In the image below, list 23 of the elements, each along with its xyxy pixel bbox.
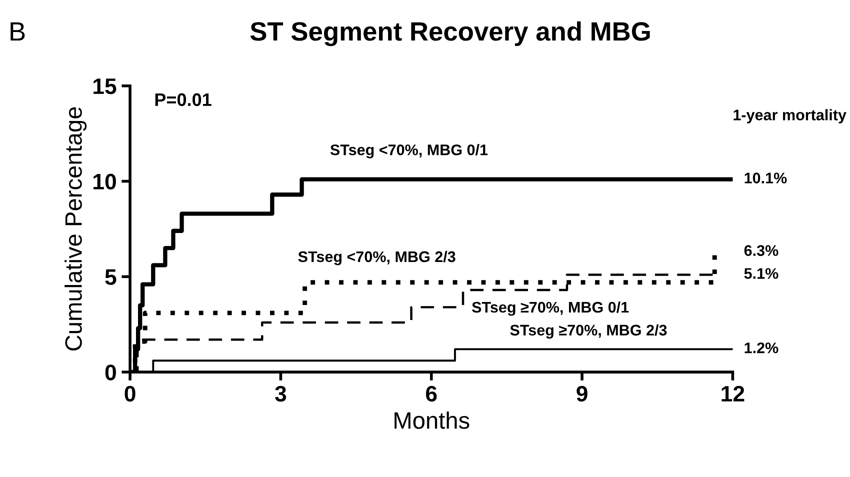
series-label: STseg <70%, MBG 2/3 — [298, 250, 456, 266]
y-tick-label: 10 — [94, 174, 116, 190]
text: 10.1% — [744, 172, 787, 184]
y-tick-label: 5 — [105, 269, 116, 285]
x-tick-label: 9 — [576, 386, 588, 402]
text: B — [10, 22, 25, 41]
y-tick-label: 15 — [94, 78, 116, 94]
x-tick-label: 0 — [124, 386, 136, 402]
y-tick-label: 0 — [105, 364, 116, 380]
x-tick-label: 6 — [426, 386, 437, 402]
text: 6.3% — [744, 245, 778, 256]
x-axis-title: Months — [394, 412, 470, 429]
series-label: STseg ≥70%, MBG 0/1 — [472, 301, 629, 316]
annotation: P=0.01 — [155, 93, 212, 106]
x-tick-label: 12 — [722, 386, 744, 402]
series-label: STseg <70%, MBG 0/1 — [330, 144, 488, 158]
text: 1.2% — [744, 342, 778, 354]
text: 1-year mortality — [734, 109, 846, 124]
x-tick-label: 3 — [275, 386, 286, 402]
text: 5.1% — [744, 268, 778, 279]
chart-title: ST Segment Recovery and MBG — [250, 21, 650, 46]
series-label: STseg ≥70%, MBG 2/3 — [510, 324, 667, 339]
y-axis-title: Cumulative Percentage — [64, 107, 87, 350]
